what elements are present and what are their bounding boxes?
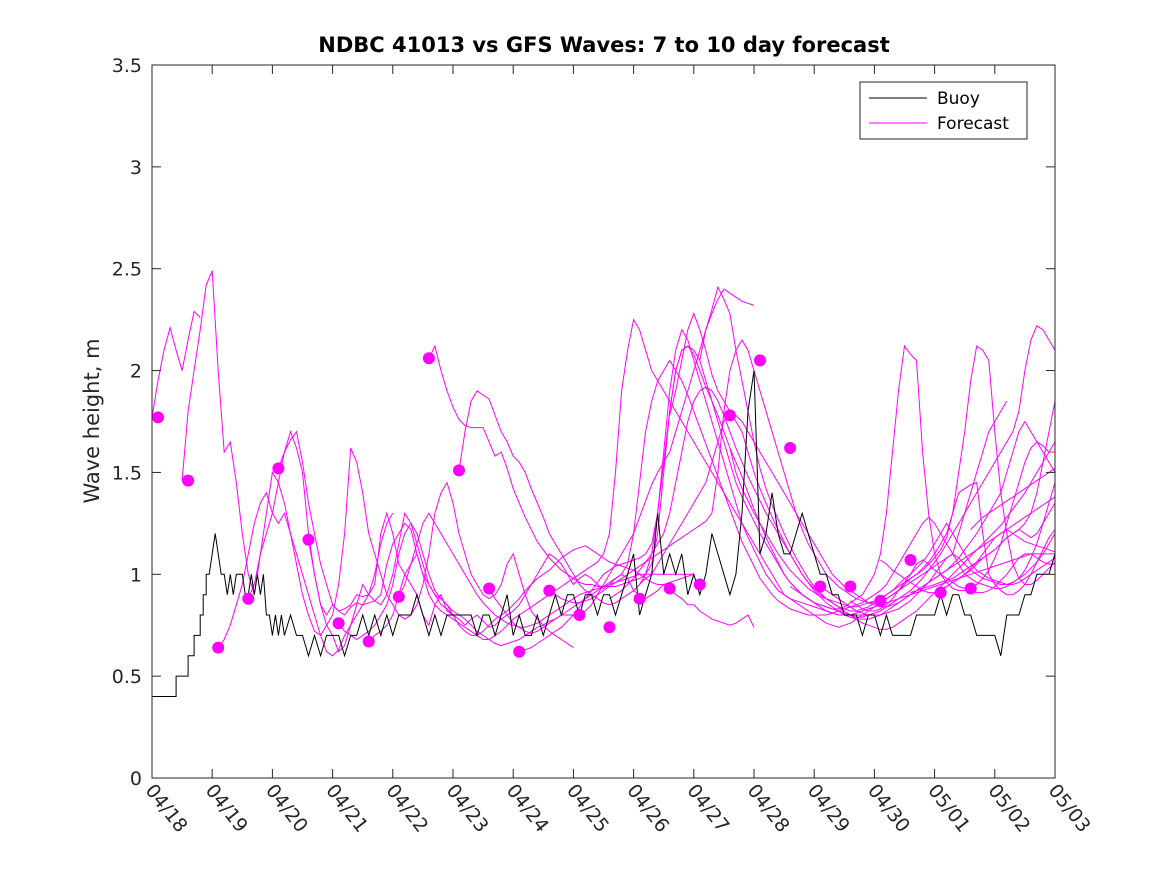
- forecast-line-14: [549, 339, 1056, 604]
- forecast-start-marker: [934, 586, 947, 599]
- forecast-start-marker: [362, 635, 375, 648]
- plot-frame: [151, 64, 1056, 779]
- forecast-line-24: [880, 401, 1056, 594]
- forecast-line-11: [458, 328, 1055, 616]
- forecast-start-marker: [242, 592, 255, 605]
- forecast-line-25: [910, 502, 1056, 594]
- forecast-start-marker: [814, 580, 827, 593]
- forecast-line-9: [398, 512, 694, 628]
- forecast-start-marker: [152, 411, 164, 424]
- forecast-start-marker: [904, 554, 917, 566]
- y-tick-label: 2: [130, 361, 142, 383]
- forecast-start-marker: [332, 617, 345, 630]
- forecast-start-marker: [422, 352, 435, 365]
- legend: Buoy Forecast: [859, 81, 1028, 140]
- forecast-start-marker: [392, 590, 405, 603]
- forecast-start-marker: [453, 464, 465, 477]
- y-tick-label: 1: [130, 564, 142, 586]
- chart-title: NDBC 41013 vs GFS Waves: 7 to 10 day for…: [318, 33, 889, 57]
- forecast-start-marker: [693, 578, 706, 591]
- y-tick-label: 1.5: [112, 462, 142, 484]
- forecast-line-5: [277, 430, 694, 636]
- forecast-start-marker: [513, 645, 526, 658]
- forecast-start-marker: [723, 409, 736, 422]
- forecast-start-marker: [302, 533, 315, 546]
- y-tick-label: 0: [130, 768, 142, 790]
- forecast-start-marker: [603, 621, 616, 634]
- legend-box: [859, 81, 1028, 140]
- y-axis: 0 0.5 1 1.5 2 2.5 3 3.5: [112, 55, 1055, 790]
- forecast-line-16: [609, 386, 1056, 620]
- forecast-start-marker: [633, 592, 646, 605]
- y-tick-label: 2.5: [112, 259, 142, 281]
- legend-forecast-label: Forecast: [937, 114, 1009, 134]
- forecast-start-marker: [272, 462, 285, 475]
- plot-lines: [151, 270, 1056, 697]
- forecast-start-marker: [874, 594, 887, 607]
- legend-buoy-label: Buoy: [937, 89, 980, 109]
- forecast-start-marker: [182, 474, 195, 487]
- forecast-line-21: [789, 325, 1056, 618]
- forecast-line-7: [338, 522, 574, 647]
- forecast-start-marker: [754, 354, 766, 367]
- buoy-line: [152, 370, 1056, 697]
- forecast-start-marker: [784, 442, 797, 454]
- forecast-line-15: [579, 288, 755, 616]
- y-tick-label: 3.5: [112, 55, 142, 77]
- forecast-start-marker: [483, 582, 496, 595]
- forecast-start-marker: [543, 584, 556, 597]
- forecast-line-26: [940, 528, 1056, 589]
- forecast-start-marker: [964, 582, 977, 595]
- forecast-start-marker: [573, 609, 586, 621]
- forecast-start-marker: [212, 641, 225, 654]
- forecast-start-marker: [844, 580, 857, 593]
- forecast-line-20: [729, 345, 1056, 608]
- forecast-start-marker: [663, 582, 676, 595]
- y-axis-label: Wave height, m: [80, 338, 104, 503]
- forecast-line-22: [819, 482, 1056, 616]
- y-tick-label: 3: [130, 157, 142, 179]
- y-tick-label: 0.5: [112, 666, 142, 688]
- forecast-line-19: [699, 285, 1056, 630]
- forecast-markers: [152, 352, 977, 658]
- forecast-line-3: [217, 491, 394, 657]
- forecast-line-27: [970, 467, 1056, 530]
